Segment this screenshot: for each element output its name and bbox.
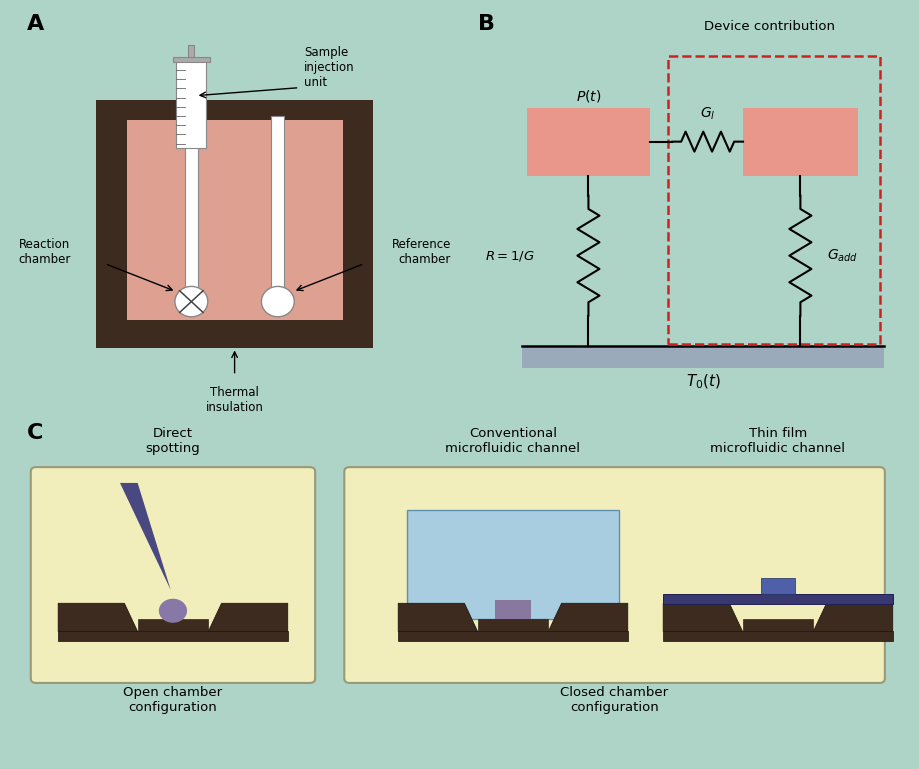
Text: $T(t),C$: $T(t),C$: [566, 133, 609, 150]
Bar: [663, 631, 891, 641]
Text: A: A: [27, 14, 44, 34]
Circle shape: [159, 599, 187, 623]
Bar: [760, 578, 794, 594]
Bar: [477, 619, 548, 631]
Bar: [188, 45, 194, 57]
FancyBboxPatch shape: [344, 467, 884, 683]
Text: Open chamber
configuration: Open chamber configuration: [123, 686, 222, 714]
Polygon shape: [663, 603, 742, 631]
Bar: [526, 108, 650, 175]
Bar: [173, 57, 210, 62]
Polygon shape: [812, 603, 891, 631]
Text: Reaction
chamber: Reaction chamber: [18, 238, 71, 265]
Text: $G_{add}$: $G_{add}$: [826, 248, 857, 264]
Bar: [663, 594, 891, 604]
Text: Reference
chamber: Reference chamber: [391, 238, 450, 265]
Bar: [494, 600, 530, 618]
Text: $P(t)$: $P(t)$: [575, 88, 600, 104]
Text: $G_l$: $G_l$: [699, 105, 715, 122]
Bar: [398, 631, 627, 641]
Polygon shape: [58, 603, 138, 631]
Bar: [176, 60, 206, 148]
Polygon shape: [208, 603, 288, 631]
Polygon shape: [119, 483, 171, 590]
Polygon shape: [398, 603, 477, 631]
Text: $R=1/G$: $R=1/G$: [485, 248, 535, 263]
Text: Thermal
insulation: Thermal insulation: [206, 385, 263, 414]
Bar: [271, 115, 284, 295]
Circle shape: [261, 286, 294, 317]
Bar: [185, 95, 198, 295]
Bar: [96, 100, 372, 348]
Text: B: B: [478, 14, 494, 34]
Bar: [138, 619, 208, 631]
Text: $C_{add}$: $C_{add}$: [784, 132, 815, 151]
Polygon shape: [548, 603, 627, 631]
Bar: [406, 510, 618, 618]
Bar: [742, 619, 812, 631]
Text: $T_0(t)$: $T_0(t)$: [685, 372, 720, 391]
Bar: [58, 631, 288, 641]
Text: Direct
spotting: Direct spotting: [145, 427, 200, 454]
Text: Thin film
microfluidic channel: Thin film microfluidic channel: [709, 427, 845, 454]
Text: Sample
injection
unit: Sample injection unit: [303, 46, 354, 89]
Circle shape: [175, 286, 208, 317]
FancyBboxPatch shape: [30, 467, 315, 683]
Text: Conventional
microfluidic channel: Conventional microfluidic channel: [445, 427, 580, 454]
Bar: [743, 108, 857, 175]
Text: Closed chamber
configuration: Closed chamber configuration: [560, 686, 668, 714]
Bar: [127, 120, 343, 320]
Text: Device contribution: Device contribution: [703, 20, 834, 33]
Bar: [522, 345, 883, 368]
Text: C: C: [28, 423, 43, 443]
